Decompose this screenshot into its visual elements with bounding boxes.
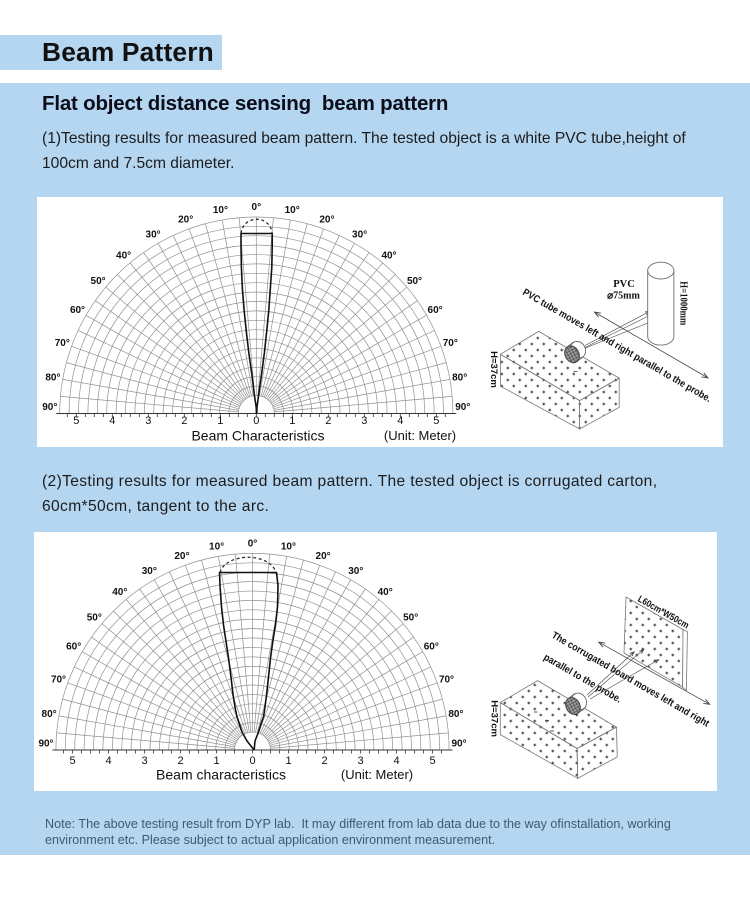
svg-text:4: 4: [393, 755, 399, 767]
svg-text:3: 3: [357, 755, 363, 767]
svg-text:2: 2: [325, 415, 331, 427]
svg-text:10°: 10°: [285, 205, 300, 216]
svg-text:70°: 70°: [55, 338, 70, 349]
svg-text:70°: 70°: [443, 338, 458, 349]
svg-text:70°: 70°: [439, 674, 454, 685]
svg-text:Beam characteristics: Beam characteristics: [156, 767, 286, 783]
svg-text:5: 5: [73, 415, 79, 427]
svg-text:50°: 50°: [87, 612, 102, 623]
svg-text:10°: 10°: [213, 205, 228, 216]
svg-text:50°: 50°: [91, 276, 106, 287]
svg-text:90°: 90°: [455, 402, 470, 413]
svg-text:4: 4: [109, 415, 115, 427]
svg-text:90°: 90°: [38, 739, 53, 750]
svg-text:1: 1: [213, 755, 219, 767]
svg-text:40°: 40°: [378, 587, 393, 598]
svg-text:40°: 40°: [112, 587, 127, 598]
svg-text:80°: 80°: [452, 373, 467, 384]
svg-text:3: 3: [141, 755, 147, 767]
svg-text:90°: 90°: [42, 402, 57, 413]
svg-text:20°: 20°: [316, 551, 331, 562]
svg-text:60°: 60°: [424, 642, 439, 653]
svg-text:30°: 30°: [142, 566, 157, 577]
svg-text:20°: 20°: [174, 551, 189, 562]
svg-text:H=37cm: H=37cm: [488, 700, 499, 737]
svg-text:40°: 40°: [116, 250, 131, 261]
svg-text:60°: 60°: [66, 642, 81, 653]
svg-text:70°: 70°: [51, 674, 66, 685]
svg-text:20°: 20°: [178, 215, 193, 226]
svg-text:4: 4: [105, 755, 111, 767]
svg-text:5: 5: [433, 415, 439, 427]
svg-text:PVC: PVC: [613, 279, 635, 290]
svg-text:1: 1: [285, 755, 291, 767]
svg-text:1: 1: [217, 415, 223, 427]
svg-text:3: 3: [145, 415, 151, 427]
svg-text:20°: 20°: [319, 215, 334, 226]
svg-text:5: 5: [429, 755, 435, 767]
svg-text:2: 2: [177, 755, 183, 767]
svg-text:90°: 90°: [451, 739, 466, 750]
svg-text:5: 5: [69, 755, 75, 767]
svg-text:0: 0: [249, 755, 255, 767]
svg-text:30°: 30°: [146, 230, 161, 241]
svg-text:10°: 10°: [209, 542, 224, 553]
svg-text:80°: 80°: [448, 709, 463, 720]
svg-text:H=1000mm: H=1000mm: [677, 281, 688, 326]
svg-text:0°: 0°: [252, 202, 262, 213]
svg-text:60°: 60°: [428, 305, 443, 316]
svg-text:80°: 80°: [45, 373, 60, 384]
svg-text:30°: 30°: [352, 230, 367, 241]
svg-text:2: 2: [321, 755, 327, 767]
svg-text:30°: 30°: [348, 566, 363, 577]
svg-text:50°: 50°: [403, 612, 418, 623]
svg-text:3: 3: [361, 415, 367, 427]
svg-text:(Unit: Meter): (Unit: Meter): [341, 767, 413, 782]
svg-text:H=37cm: H=37cm: [488, 351, 499, 388]
svg-text:⌀75mm: ⌀75mm: [607, 291, 640, 302]
svg-text:60°: 60°: [70, 305, 85, 316]
svg-text:10°: 10°: [281, 542, 296, 553]
svg-text:(Unit: Meter): (Unit: Meter): [384, 428, 456, 443]
svg-text:0: 0: [253, 415, 259, 427]
svg-text:50°: 50°: [407, 276, 422, 287]
svg-text:2: 2: [181, 415, 187, 427]
svg-text:Beam Characteristics: Beam Characteristics: [191, 428, 324, 444]
svg-text:80°: 80°: [42, 709, 57, 720]
svg-text:40°: 40°: [381, 250, 396, 261]
svg-text:0°: 0°: [248, 539, 258, 550]
svg-text:1: 1: [289, 415, 295, 427]
svg-text:4: 4: [397, 415, 403, 427]
